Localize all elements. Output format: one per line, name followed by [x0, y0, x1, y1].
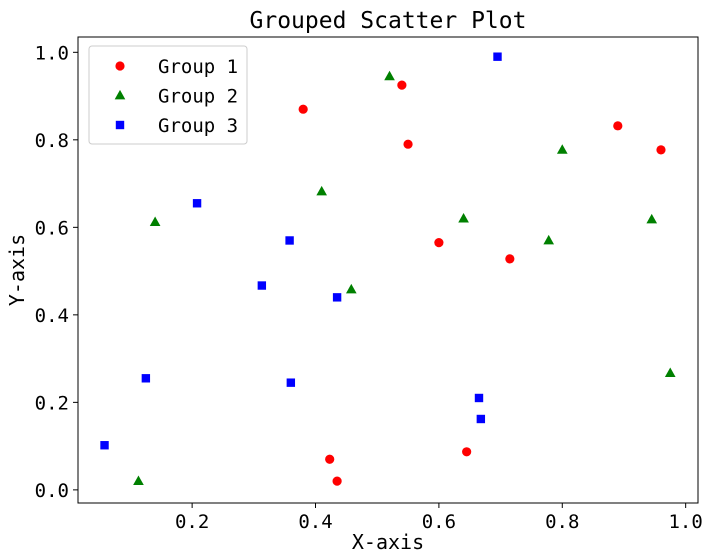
data-point [192, 199, 202, 208]
data-point [298, 104, 308, 114]
data-point [332, 476, 342, 486]
legend-label: Group 3 [158, 115, 238, 137]
legend-label: Group 2 [158, 86, 238, 108]
x-axis-title: X-axis [352, 530, 424, 554]
y-tick-label: 0.2 [35, 392, 69, 414]
y-tick-label: 0.8 [35, 130, 69, 152]
legend: Group 1 Group 2 Group 3 [88, 45, 248, 145]
data-point [286, 378, 296, 387]
data-point [384, 70, 395, 81]
series-2 [133, 70, 676, 486]
data-point [325, 454, 335, 464]
data-point [505, 254, 515, 264]
data-point [141, 374, 151, 383]
legend-label: Group 1 [158, 56, 238, 78]
legend-box [88, 45, 248, 145]
data-point [257, 281, 267, 290]
data-point [316, 185, 328, 196]
series-1 [298, 80, 666, 486]
data-point [493, 52, 502, 61]
data-point [476, 414, 486, 424]
data-point [458, 212, 469, 223]
legend-marker [114, 89, 126, 100]
data-point [332, 293, 342, 302]
data-point [285, 236, 294, 245]
plot-area [100, 52, 676, 486]
plot-frame [77, 36, 699, 504]
y-axis-title: Y-axis [5, 234, 29, 306]
y-tick-label: 0.4 [35, 305, 69, 327]
data-point [613, 121, 623, 131]
axes: 0.2 0.4 0.6 0.8 1.0 0.0 0.2 0.4 0.6 0.8 1.0 [35, 36, 703, 533]
data-point [556, 144, 568, 154]
y-tick-label: 0.6 [35, 217, 69, 239]
data-point [474, 393, 484, 403]
data-point [543, 234, 555, 245]
data-point [397, 80, 407, 90]
y-tick-label: 1.0 [35, 42, 69, 64]
x-tick-label: 0.2 [175, 511, 209, 533]
legend-marker [115, 61, 125, 71]
data-point [462, 447, 472, 457]
x-tick-label: 0.8 [545, 511, 579, 533]
data-point [664, 367, 676, 377]
y-tick-label: 0.0 [35, 480, 69, 502]
data-point [100, 441, 109, 450]
x-tick-label: 0.6 [422, 511, 456, 533]
data-point [646, 213, 658, 224]
x-tick-label: 1.0 [668, 511, 702, 533]
data-point [149, 216, 161, 227]
data-point [434, 238, 444, 248]
legend-marker [115, 120, 125, 130]
chart-title: Grouped Scatter Plot [250, 8, 527, 34]
data-point [403, 139, 413, 149]
x-tick-label: 0.4 [298, 511, 332, 533]
series-3 [100, 52, 502, 450]
data-point [345, 283, 357, 294]
data-point [656, 145, 666, 155]
data-point [133, 475, 144, 486]
